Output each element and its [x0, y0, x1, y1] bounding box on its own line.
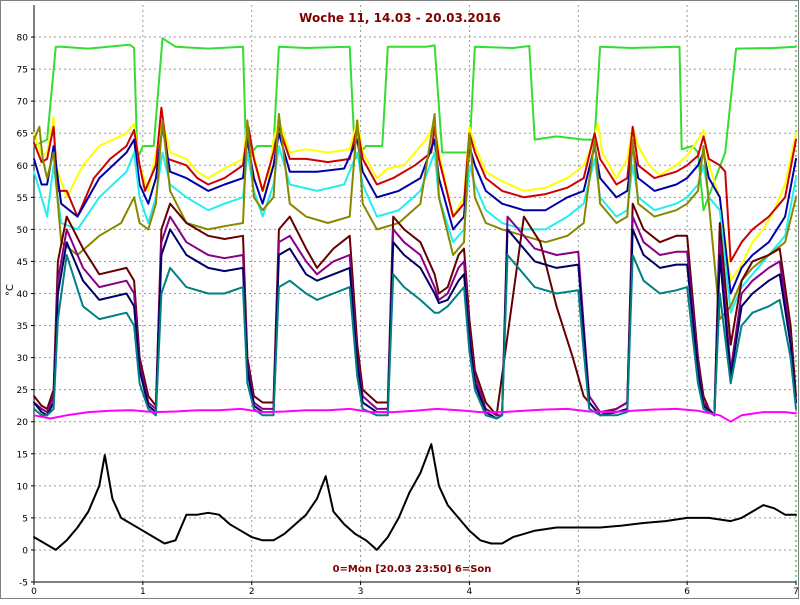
y-tick-label: 5: [22, 514, 28, 524]
y-tick-label: 75: [17, 66, 28, 76]
x-tick-label: 3: [358, 587, 364, 597]
y-axis-label: °C: [5, 284, 16, 296]
chart-labels: Woche 11, 14.03 - 20.03.2016 0=Mon [20.0…: [5, 11, 501, 575]
series-line-9: [33, 228, 797, 420]
x-axis-label: 0=Mon [20.03 23:50] 6=Son: [333, 564, 492, 575]
y-tick-label: 25: [17, 386, 28, 396]
y-tick-label: 10: [17, 482, 29, 492]
y-tick-label: 55: [17, 194, 28, 204]
series-line-12: [33, 443, 797, 551]
series-line-8: [33, 215, 797, 417]
series-line-7: [33, 202, 797, 417]
series-lines: [33, 37, 797, 551]
x-tick-label: 7: [793, 587, 799, 597]
y-tick-label: 15: [17, 450, 28, 460]
series-line-1: [33, 37, 797, 212]
series-line-10: [33, 254, 797, 420]
x-tick-label: 0: [31, 587, 37, 597]
y-tick-label: -5: [19, 579, 28, 589]
y-tick-label: 65: [17, 130, 28, 140]
x-tick-label: 6: [684, 587, 690, 597]
y-tick-label: 70: [17, 98, 29, 108]
y-tick-label: 80: [17, 34, 29, 44]
y-tick-label: 30: [17, 354, 29, 364]
y-tick-label: 50: [17, 226, 29, 236]
series-line-11: [33, 407, 797, 423]
y-tick-label: 45: [17, 258, 28, 268]
y-tick-label: 40: [17, 290, 29, 300]
series-line-6: [33, 113, 797, 321]
y-tick-label: 0: [22, 546, 28, 556]
x-tick-label: 5: [575, 587, 581, 597]
x-tick-label: 2: [249, 587, 255, 597]
series-line-3: [33, 106, 797, 263]
x-tick-label: 4: [467, 587, 473, 597]
x-tick-label: 1: [140, 587, 146, 597]
grid: [34, 5, 797, 583]
series-line-5: [33, 145, 797, 314]
y-tick-label: 20: [17, 418, 29, 428]
chart-title: Woche 11, 14.03 - 20.03.2016: [299, 11, 501, 25]
y-tick-label: 60: [17, 162, 29, 172]
y-tick-label: 35: [17, 322, 28, 332]
